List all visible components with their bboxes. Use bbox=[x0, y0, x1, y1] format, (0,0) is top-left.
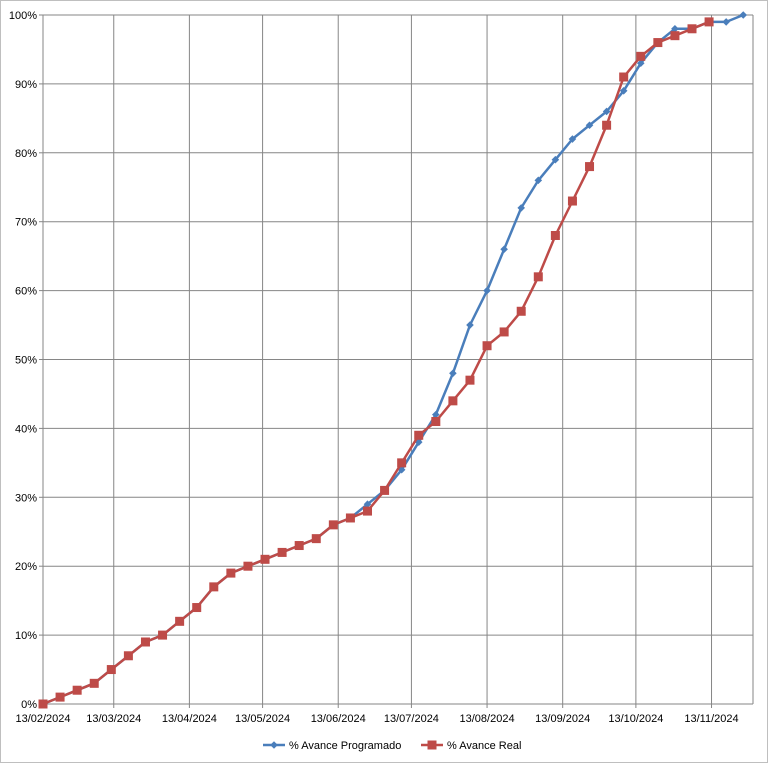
x-tick-label: 13/07/2024 bbox=[384, 713, 439, 725]
legend-label: % Avance Programado bbox=[289, 740, 401, 752]
x-tick-label: 13/06/2024 bbox=[311, 713, 366, 725]
x-tick-label: 13/02/2024 bbox=[15, 713, 70, 725]
data-point bbox=[72, 685, 82, 695]
data-point bbox=[431, 417, 441, 427]
y-tick-label: 30% bbox=[15, 492, 37, 504]
series-line bbox=[42, 20, 710, 706]
data-point bbox=[158, 630, 168, 640]
x-tick-label: 13/10/2024 bbox=[608, 713, 663, 725]
x-tick-label: 13/09/2024 bbox=[535, 713, 590, 725]
data-point bbox=[636, 51, 646, 61]
data-point bbox=[432, 410, 440, 419]
data-point bbox=[311, 534, 321, 544]
data-point bbox=[363, 506, 373, 516]
data-point bbox=[585, 162, 595, 172]
data-point bbox=[123, 651, 133, 661]
y-tick-label: 50% bbox=[15, 355, 37, 367]
y-tick-label: 90% bbox=[15, 79, 37, 91]
data-point bbox=[277, 547, 287, 557]
data-point bbox=[106, 665, 116, 675]
data-point bbox=[294, 541, 304, 551]
data-point bbox=[38, 699, 48, 709]
y-tick-label: 10% bbox=[15, 630, 37, 642]
data-point bbox=[55, 692, 65, 702]
legend-item: % Avance Programado bbox=[263, 740, 401, 752]
data-point bbox=[704, 17, 714, 27]
y-tick-label: 100% bbox=[9, 10, 37, 22]
data-point bbox=[602, 107, 611, 116]
data-point bbox=[739, 11, 748, 19]
data-point bbox=[448, 396, 458, 406]
x-tick-label: 13/04/2024 bbox=[162, 713, 217, 725]
data-point bbox=[500, 245, 508, 254]
data-point bbox=[380, 485, 390, 495]
data-point bbox=[243, 561, 253, 571]
data-point bbox=[345, 513, 355, 523]
legend-label: % Avance Real bbox=[447, 740, 521, 752]
data-point bbox=[567, 196, 577, 206]
data-point bbox=[670, 31, 680, 41]
data-point bbox=[568, 135, 577, 143]
data-point bbox=[397, 458, 407, 468]
y-tick-label: 80% bbox=[15, 148, 37, 160]
data-point bbox=[175, 616, 185, 626]
legend: % Avance Programado % Avance Real bbox=[263, 740, 521, 752]
data-point bbox=[226, 568, 236, 578]
data-point bbox=[482, 341, 492, 351]
data-point bbox=[687, 24, 697, 34]
data-point bbox=[363, 500, 372, 508]
data-point bbox=[671, 24, 679, 33]
data-point bbox=[619, 72, 629, 82]
data-point bbox=[551, 155, 560, 164]
data-point bbox=[465, 375, 475, 385]
data-point bbox=[550, 230, 560, 240]
series-2 bbox=[38, 17, 714, 709]
x-tick-label: 13/03/2024 bbox=[86, 713, 141, 725]
data-point bbox=[449, 369, 457, 378]
data-point bbox=[516, 306, 526, 316]
legend-marker bbox=[270, 741, 278, 749]
data-point bbox=[653, 38, 663, 48]
data-point bbox=[636, 59, 645, 68]
data-point bbox=[585, 121, 594, 130]
axes: 0% 10% 20% 30% 40% 50% 60% 70% 80% 90% 100% 13/02/2… bbox=[9, 10, 739, 725]
data-point bbox=[209, 582, 219, 592]
y-tick-label: 70% bbox=[15, 217, 37, 229]
data-point bbox=[602, 120, 612, 130]
data-point bbox=[140, 637, 150, 647]
grid bbox=[42, 14, 754, 705]
legend-marker bbox=[427, 740, 437, 750]
y-tick-label: 60% bbox=[15, 286, 37, 298]
data-point bbox=[192, 603, 202, 613]
data-point bbox=[466, 321, 474, 329]
data-point bbox=[328, 520, 338, 530]
data-point bbox=[260, 554, 270, 564]
data-point bbox=[534, 176, 543, 185]
data-point bbox=[517, 204, 526, 212]
data-point bbox=[619, 86, 628, 95]
data-point bbox=[533, 272, 543, 282]
y-tick-label: 40% bbox=[15, 423, 37, 435]
y-tick-label: 0% bbox=[21, 699, 37, 711]
x-tick-label: 13/11/2024 bbox=[684, 713, 738, 725]
series-lines bbox=[38, 11, 748, 709]
data-point bbox=[722, 18, 730, 26]
y-tick-label: 20% bbox=[15, 561, 37, 573]
data-point bbox=[89, 678, 99, 688]
legend-item: % Avance Real bbox=[421, 740, 521, 752]
x-tick-label: 13/05/2024 bbox=[235, 713, 290, 725]
data-point bbox=[499, 327, 509, 337]
x-tick-label: 13/08/2024 bbox=[460, 713, 515, 725]
data-point bbox=[483, 286, 491, 295]
data-point bbox=[414, 430, 424, 440]
